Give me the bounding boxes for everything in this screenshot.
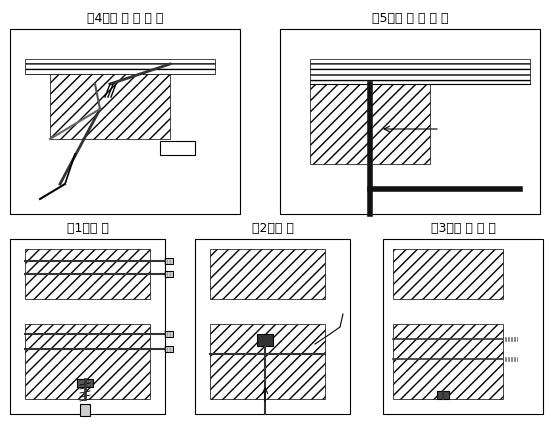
Bar (310, 85, 430, 165)
Bar (310, 60, 530, 85)
Bar (25, 249, 150, 299)
Bar (165, 258, 173, 265)
Bar (393, 324, 503, 399)
Bar (393, 249, 503, 299)
Bar (383, 240, 543, 414)
Text: （1）成 孔: （1）成 孔 (67, 222, 109, 234)
Text: （5）插 入 连 接 件: （5）插 入 连 接 件 (372, 12, 449, 25)
Bar (10, 30, 240, 215)
Polygon shape (100, 145, 172, 170)
Bar (257, 334, 273, 346)
Bar (50, 70, 170, 140)
Bar (25, 60, 215, 75)
Bar (80, 404, 90, 416)
Bar (165, 331, 173, 337)
Bar (165, 346, 173, 352)
Text: （2）清 孔: （2）清 孔 (252, 222, 294, 234)
Bar (77, 379, 93, 387)
Bar (210, 324, 325, 399)
Bar (25, 324, 150, 399)
Bar (10, 240, 165, 414)
Bar (195, 240, 350, 414)
Text: （4）注 入 胶 粘 剂: （4）注 入 胶 粘 剂 (87, 12, 163, 25)
Bar (280, 30, 540, 215)
Bar (160, 141, 195, 155)
Bar (437, 391, 449, 399)
Bar (210, 249, 325, 299)
Bar (165, 272, 173, 277)
Text: （3）丙 酮 清 洗: （3）丙 酮 清 洗 (430, 222, 495, 234)
